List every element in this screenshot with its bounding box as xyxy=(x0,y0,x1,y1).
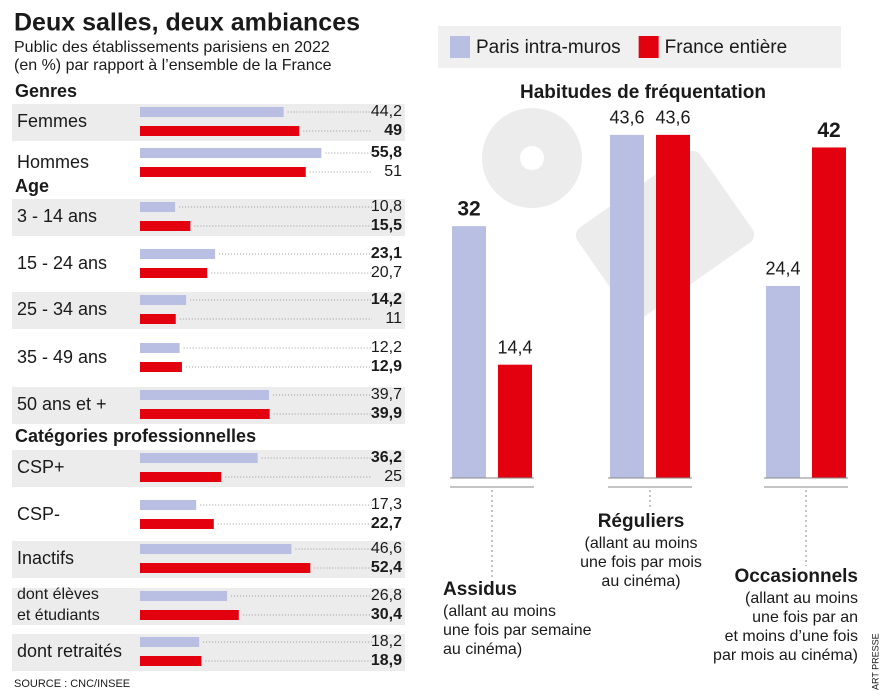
category-description: (allant au moins une fois par mois au ciné… xyxy=(580,535,702,590)
bar xyxy=(140,148,322,158)
decor-reel-hub xyxy=(520,146,544,170)
row-stripe xyxy=(12,634,405,671)
bar xyxy=(140,268,208,278)
value-label: 30,4 xyxy=(371,606,402,623)
credit: ART PRESSE xyxy=(870,633,880,690)
legend-label: France entière xyxy=(665,37,788,58)
value-label: 11 xyxy=(385,310,402,327)
category-label: dont élèves et étudiants xyxy=(17,586,100,624)
value-label: 17,3 xyxy=(371,496,402,513)
category-label: dont retraités xyxy=(17,641,122,661)
value-label: 39,7 xyxy=(371,386,402,403)
source: SOURCE : CNC/INSEE xyxy=(14,678,130,690)
bar xyxy=(140,221,191,231)
bar xyxy=(498,364,532,478)
bar xyxy=(140,544,292,554)
bar xyxy=(452,226,486,478)
category-label: CSP+ xyxy=(17,457,65,477)
value-label: 32 xyxy=(457,198,480,221)
bar xyxy=(140,362,182,372)
category-label: 25 - 34 ans xyxy=(17,299,107,319)
value-label: 10,8 xyxy=(371,198,402,215)
value-label: 15,5 xyxy=(371,217,402,234)
value-label: 39,9 xyxy=(371,405,402,422)
value-label: 49 xyxy=(384,122,402,139)
bar xyxy=(656,134,690,479)
value-label: 51 xyxy=(384,163,402,180)
bar xyxy=(140,249,216,259)
bar xyxy=(140,314,176,324)
legend-swatch xyxy=(638,36,659,58)
value-label: 42 xyxy=(817,119,840,142)
legend-label: Paris intra-muros xyxy=(476,37,621,58)
value-label: 26,8 xyxy=(371,587,402,604)
row-stripe xyxy=(12,199,405,236)
value-label: 22,7 xyxy=(371,515,402,532)
value-label: 25 xyxy=(384,468,402,485)
category-label: 35 - 49 ans xyxy=(17,347,107,367)
legend-swatch xyxy=(450,36,470,58)
value-label: 55,8 xyxy=(371,144,402,161)
bar xyxy=(140,107,284,117)
value-label: 18,2 xyxy=(371,633,402,650)
value-label: 20,7 xyxy=(371,264,402,281)
value-label: 12,9 xyxy=(371,358,402,375)
section-title: Age xyxy=(15,176,49,196)
bar xyxy=(140,472,222,482)
value-label: 14,2 xyxy=(371,291,402,308)
bar xyxy=(140,167,306,177)
category-label: Femmes xyxy=(17,111,87,131)
subtitle: Public des établissements parisiens en 2… xyxy=(14,39,332,74)
value-label: 18,9 xyxy=(371,652,402,669)
category-label: CSP- xyxy=(17,504,60,524)
category-label: Inactifs xyxy=(17,548,74,568)
category-label: Occasionnels xyxy=(734,566,858,587)
bar xyxy=(140,409,270,419)
bar xyxy=(140,591,228,601)
bar xyxy=(140,202,176,212)
section-title: Genres xyxy=(15,81,77,101)
value-label: 46,6 xyxy=(371,540,402,557)
value-label: 36,2 xyxy=(371,449,402,466)
value-label: 43,6 xyxy=(655,108,690,128)
value-label: 14,4 xyxy=(497,337,532,357)
value-label: 52,4 xyxy=(371,559,402,576)
bar xyxy=(610,134,644,479)
row-stripe xyxy=(12,292,405,329)
value-label: 43,6 xyxy=(609,108,644,128)
bar xyxy=(140,519,214,529)
bar xyxy=(140,610,239,620)
value-label: 44,2 xyxy=(371,103,402,120)
section-title: Catégories professionnelles xyxy=(15,426,256,446)
title: Deux salles, deux ambiances xyxy=(14,9,360,37)
bar xyxy=(140,563,311,573)
category-label: 50 ans et + xyxy=(17,394,107,414)
bar xyxy=(140,637,200,647)
value-label: 23,1 xyxy=(371,245,402,262)
category-label: 3 - 14 ans xyxy=(17,206,97,226)
bar xyxy=(766,285,800,478)
bar xyxy=(140,343,180,353)
chart-title: Habitudes de fréquentation xyxy=(520,82,766,103)
value-label: 24,4 xyxy=(765,259,800,279)
category-label: Réguliers xyxy=(598,511,685,532)
category-label: Assidus xyxy=(443,579,517,600)
bar xyxy=(140,500,197,510)
bar xyxy=(140,126,300,136)
bar xyxy=(140,295,187,305)
bar xyxy=(140,390,270,400)
bar xyxy=(140,453,258,463)
value-label: 12,2 xyxy=(371,339,402,356)
category-label: Hommes xyxy=(17,152,89,172)
bar xyxy=(812,147,846,478)
category-description: (allant au moins une fois par an et moins … xyxy=(713,590,858,664)
category-label: 15 - 24 ans xyxy=(17,253,107,273)
category-description: (allant au moins une fois par semaine au c… xyxy=(443,603,592,658)
bar xyxy=(140,656,202,666)
